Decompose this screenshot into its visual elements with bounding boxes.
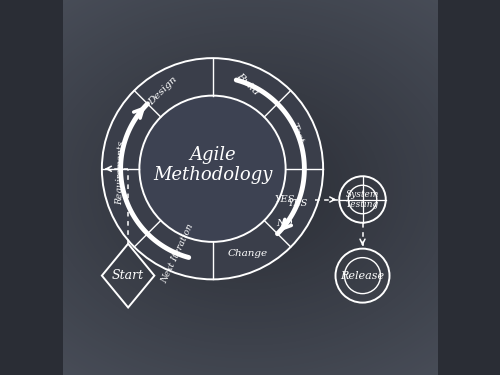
Ellipse shape xyxy=(56,37,444,338)
Text: Requirements: Requirements xyxy=(115,141,126,205)
Ellipse shape xyxy=(94,66,406,309)
Ellipse shape xyxy=(174,128,326,247)
Ellipse shape xyxy=(52,33,448,342)
Ellipse shape xyxy=(204,152,296,224)
Ellipse shape xyxy=(10,0,490,375)
Ellipse shape xyxy=(111,79,389,296)
Ellipse shape xyxy=(30,17,469,358)
Text: NO: NO xyxy=(276,219,293,228)
Ellipse shape xyxy=(115,82,385,292)
Ellipse shape xyxy=(44,27,457,348)
Ellipse shape xyxy=(208,154,292,220)
Ellipse shape xyxy=(128,92,372,283)
Ellipse shape xyxy=(6,0,494,375)
Ellipse shape xyxy=(14,4,486,371)
Ellipse shape xyxy=(170,125,330,250)
Ellipse shape xyxy=(64,43,436,332)
Ellipse shape xyxy=(18,7,482,368)
Ellipse shape xyxy=(124,89,376,286)
Text: Agile
Methodology: Agile Methodology xyxy=(153,146,272,184)
Ellipse shape xyxy=(136,99,364,276)
Ellipse shape xyxy=(191,142,309,233)
Ellipse shape xyxy=(149,109,351,266)
Ellipse shape xyxy=(90,63,410,312)
Ellipse shape xyxy=(195,145,305,230)
Ellipse shape xyxy=(246,184,254,191)
Ellipse shape xyxy=(144,105,356,270)
Text: System
Testing: System Testing xyxy=(346,190,379,209)
Text: Test: Test xyxy=(289,122,306,146)
Text: YES: YES xyxy=(288,200,308,208)
Ellipse shape xyxy=(106,76,394,299)
Text: Build: Build xyxy=(234,71,260,97)
Ellipse shape xyxy=(178,132,322,243)
Text: Next Iteration: Next Iteration xyxy=(160,222,195,285)
Ellipse shape xyxy=(68,46,432,328)
Text: Design: Design xyxy=(147,75,179,107)
Ellipse shape xyxy=(81,56,419,319)
Ellipse shape xyxy=(77,53,423,322)
Ellipse shape xyxy=(216,161,284,214)
Ellipse shape xyxy=(224,168,276,207)
Ellipse shape xyxy=(48,30,452,345)
Ellipse shape xyxy=(26,13,473,362)
Ellipse shape xyxy=(140,102,360,273)
Circle shape xyxy=(102,58,323,279)
Ellipse shape xyxy=(166,122,334,253)
Text: Start: Start xyxy=(112,269,144,282)
Ellipse shape xyxy=(238,178,262,197)
Ellipse shape xyxy=(200,148,300,227)
Ellipse shape xyxy=(153,112,347,263)
Ellipse shape xyxy=(73,50,427,325)
Text: YES: YES xyxy=(275,195,295,204)
Ellipse shape xyxy=(86,60,414,315)
Ellipse shape xyxy=(60,40,440,335)
Ellipse shape xyxy=(98,69,402,306)
Ellipse shape xyxy=(212,158,288,217)
Ellipse shape xyxy=(39,23,461,352)
Ellipse shape xyxy=(186,138,314,237)
Ellipse shape xyxy=(229,171,271,204)
Ellipse shape xyxy=(220,165,280,210)
Ellipse shape xyxy=(233,174,267,201)
Ellipse shape xyxy=(157,116,343,260)
Text: Release: Release xyxy=(340,271,384,280)
Ellipse shape xyxy=(22,10,478,364)
Ellipse shape xyxy=(35,20,465,355)
Ellipse shape xyxy=(182,135,318,240)
Ellipse shape xyxy=(132,96,368,279)
Circle shape xyxy=(140,96,286,242)
Ellipse shape xyxy=(162,118,338,256)
Text: Change: Change xyxy=(228,249,268,258)
Ellipse shape xyxy=(102,73,398,302)
Ellipse shape xyxy=(119,86,381,289)
Ellipse shape xyxy=(242,181,258,194)
